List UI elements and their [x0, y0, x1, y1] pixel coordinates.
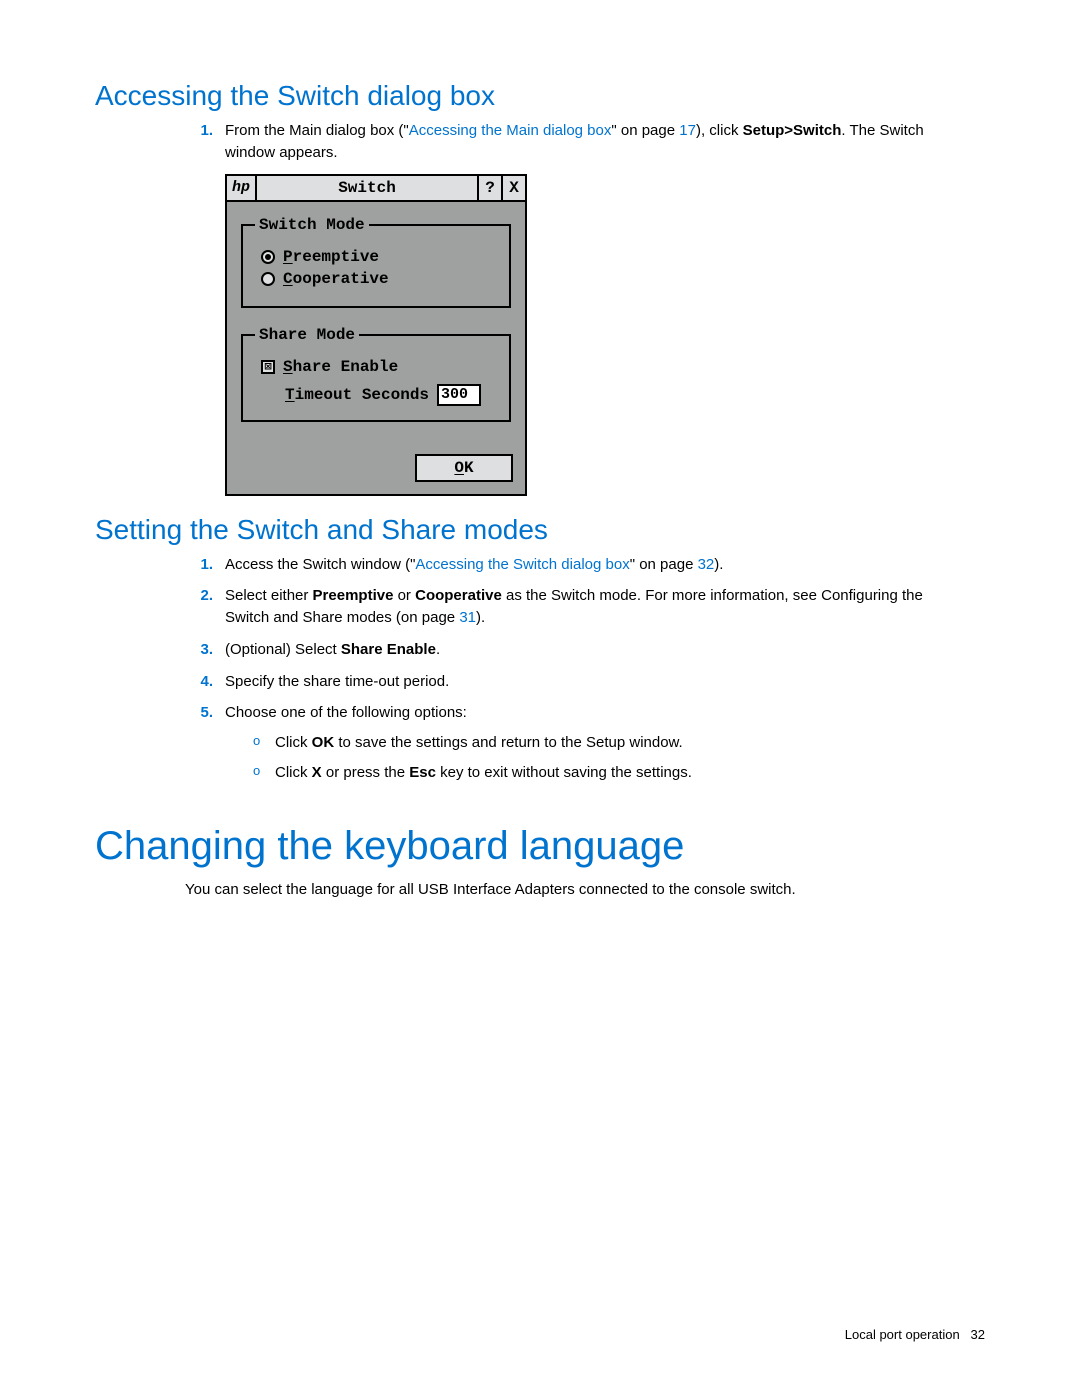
- step-number: 4.: [185, 671, 213, 693]
- substep-ok: Click OK to save the settings and return…: [253, 732, 945, 754]
- step-number: 2.: [185, 585, 213, 607]
- step-number: 5.: [185, 702, 213, 724]
- dialog-title: Switch: [257, 176, 477, 200]
- step-2-4: 4. Specify the share time-out period.: [185, 671, 945, 693]
- help-button[interactable]: ?: [477, 176, 501, 200]
- substep-esc: Click X or press the Esc key to exit wit…: [253, 762, 945, 784]
- link-page-17[interactable]: 17: [679, 122, 696, 139]
- share-mode-legend: Share Mode: [255, 326, 359, 344]
- step-2-5: 5. Choose one of the following options: …: [185, 702, 945, 783]
- link-accessing-switch[interactable]: Accessing the Switch dialog box: [415, 556, 629, 573]
- step1-text: From the Main dialog box ("Accessing the…: [225, 122, 924, 161]
- step-number: 3.: [185, 639, 213, 661]
- step-2-2: 2. Select either Preemptive or Cooperati…: [185, 585, 945, 629]
- dialog-titlebar: hp Switch ? X: [227, 176, 525, 202]
- hp-logo-icon: hp: [227, 176, 257, 200]
- page-footer: Local port operation 32: [845, 1327, 985, 1342]
- share-mode-group: Share Mode ⊠ Share Enable Timeout Second…: [241, 326, 511, 422]
- link-main-dialog[interactable]: Accessing the Main dialog box: [409, 122, 612, 139]
- step-number: 1.: [185, 120, 213, 142]
- link-page-32[interactable]: 32: [698, 556, 715, 573]
- timeout-label: Timeout Seconds: [285, 386, 429, 404]
- switch-mode-group: Switch Mode Preemptive Cooperative: [241, 216, 511, 308]
- heading-setting-modes: Setting the Switch and Share modes: [95, 514, 985, 546]
- heading-keyboard-language: Changing the keyboard language: [95, 824, 985, 869]
- close-button[interactable]: X: [501, 176, 525, 200]
- radio-preemptive[interactable]: Preemptive: [261, 248, 497, 266]
- switch-mode-legend: Switch Mode: [255, 216, 369, 234]
- switch-dialog-screenshot: hp Switch ? X Switch Mode Preemptive Coo…: [225, 174, 985, 496]
- keyboard-language-para: You can select the language for all USB …: [185, 879, 985, 901]
- step-1: 1. From the Main dialog box ("Accessing …: [185, 120, 945, 164]
- switch-dialog: hp Switch ? X Switch Mode Preemptive Coo…: [225, 174, 527, 496]
- radio-cooperative[interactable]: Cooperative: [261, 270, 497, 288]
- step-number: 1.: [185, 554, 213, 576]
- link-page-31[interactable]: 31: [459, 609, 476, 626]
- ok-button[interactable]: OK: [415, 454, 513, 482]
- timeout-seconds-input[interactable]: [437, 384, 481, 406]
- radio-icon: [261, 250, 275, 264]
- checkbox-icon: ⊠: [261, 360, 275, 374]
- heading-accessing-switch: Accessing the Switch dialog box: [95, 80, 985, 112]
- radio-icon: [261, 272, 275, 286]
- step-2-3: 3. (Optional) Select Share Enable.: [185, 639, 945, 661]
- checkbox-share-enable[interactable]: ⊠ Share Enable: [261, 358, 497, 376]
- step-2-1: 1. Access the Switch window ("Accessing …: [185, 554, 945, 576]
